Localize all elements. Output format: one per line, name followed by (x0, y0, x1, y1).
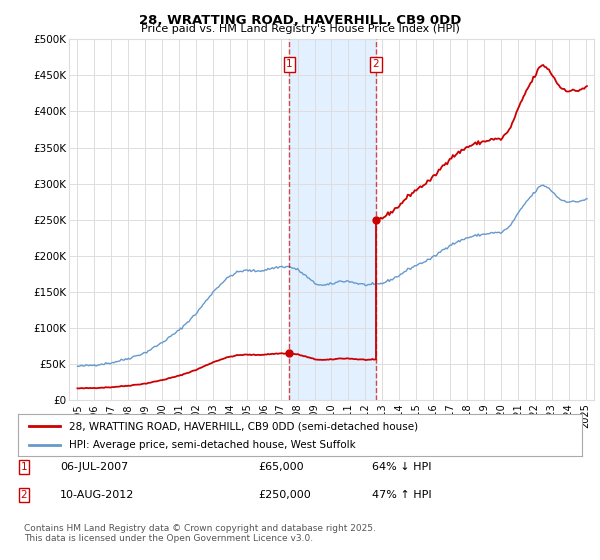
Text: 2: 2 (20, 490, 28, 500)
Text: Contains HM Land Registry data © Crown copyright and database right 2025.
This d: Contains HM Land Registry data © Crown c… (24, 524, 376, 543)
Text: 28, WRATTING ROAD, HAVERHILL, CB9 0DD: 28, WRATTING ROAD, HAVERHILL, CB9 0DD (139, 14, 461, 27)
Text: 47% ↑ HPI: 47% ↑ HPI (372, 490, 431, 500)
Text: 1: 1 (286, 59, 293, 69)
Text: 1: 1 (20, 462, 28, 472)
Text: £250,000: £250,000 (258, 490, 311, 500)
Text: 06-JUL-2007: 06-JUL-2007 (60, 462, 128, 472)
Text: 10-AUG-2012: 10-AUG-2012 (60, 490, 134, 500)
Text: 28, WRATTING ROAD, HAVERHILL, CB9 0DD (semi-detached house): 28, WRATTING ROAD, HAVERHILL, CB9 0DD (s… (69, 421, 418, 431)
Text: 64% ↓ HPI: 64% ↓ HPI (372, 462, 431, 472)
Text: HPI: Average price, semi-detached house, West Suffolk: HPI: Average price, semi-detached house,… (69, 440, 356, 450)
Text: 2: 2 (373, 59, 379, 69)
Text: £65,000: £65,000 (258, 462, 304, 472)
Text: Price paid vs. HM Land Registry's House Price Index (HPI): Price paid vs. HM Land Registry's House … (140, 24, 460, 34)
Bar (289, 39, 376, 400)
